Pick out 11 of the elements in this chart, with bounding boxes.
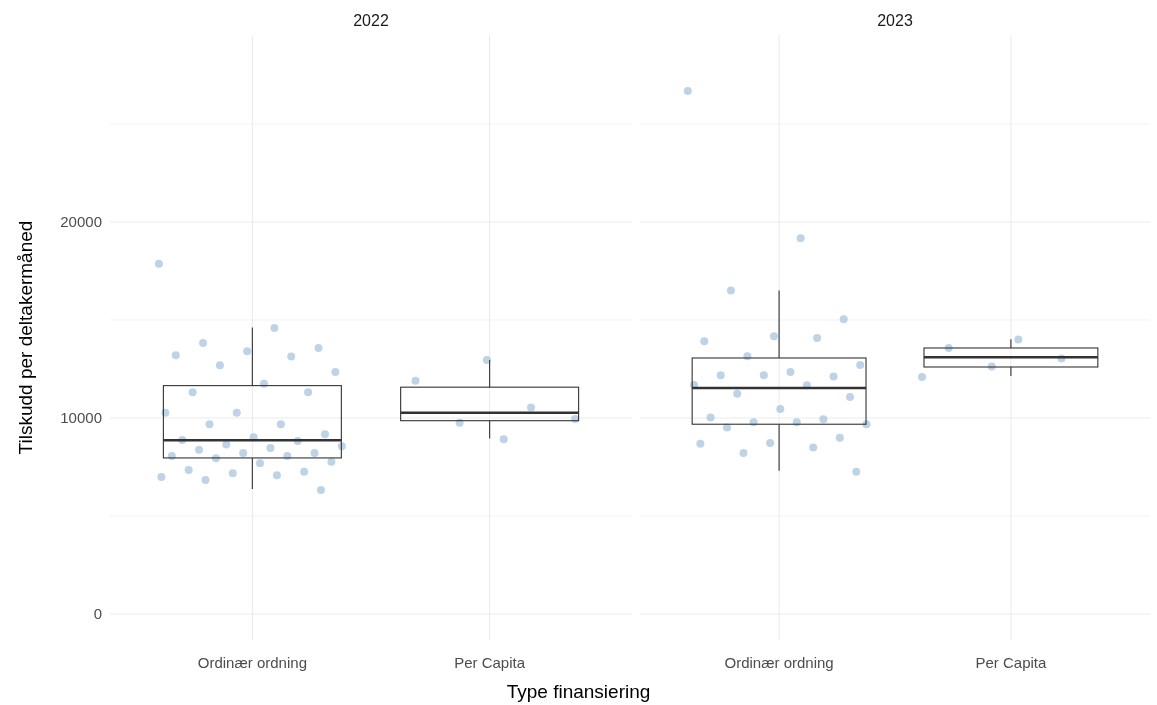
x-tick-label: Per Capita (975, 654, 1047, 671)
y-tick-label: 10000 (60, 409, 102, 427)
x-tick-label: Per Capita (454, 654, 526, 671)
y-tick-label: 0 (93, 605, 102, 623)
chart-title: 2023 (877, 12, 913, 29)
x-axis-title: Type finansiering (506, 681, 651, 702)
y-axis-title: Tilskudd per deltakermåned (15, 220, 36, 455)
y-tick-label: 20000 (60, 213, 102, 231)
x-tick-label: Ordinær ordning (197, 654, 307, 671)
x-tick-label: Ordinær ordning (724, 654, 834, 671)
chart-title: 2022 (353, 12, 389, 29)
